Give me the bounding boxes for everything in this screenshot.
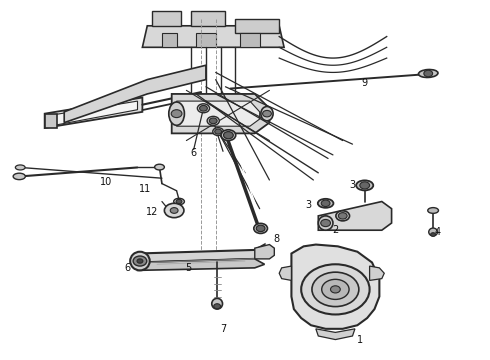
Circle shape (133, 256, 147, 266)
Text: 6: 6 (191, 148, 197, 158)
Polygon shape (49, 101, 138, 126)
Polygon shape (255, 244, 274, 259)
Circle shape (321, 200, 330, 207)
Ellipse shape (13, 173, 25, 180)
Circle shape (338, 213, 347, 219)
Polygon shape (176, 101, 260, 126)
Ellipse shape (213, 128, 223, 135)
Circle shape (322, 279, 349, 300)
Text: 1: 1 (357, 334, 363, 345)
Ellipse shape (15, 165, 25, 170)
Ellipse shape (261, 107, 273, 121)
Polygon shape (240, 33, 260, 47)
Circle shape (312, 272, 359, 307)
Polygon shape (143, 26, 284, 47)
Polygon shape (292, 244, 379, 329)
Ellipse shape (429, 228, 438, 236)
Text: 8: 8 (274, 234, 280, 244)
Ellipse shape (207, 116, 220, 125)
Polygon shape (172, 94, 270, 134)
Ellipse shape (428, 208, 439, 213)
Polygon shape (152, 12, 181, 26)
Circle shape (176, 199, 182, 204)
Circle shape (199, 105, 207, 111)
Circle shape (170, 208, 178, 213)
Circle shape (331, 286, 340, 293)
Ellipse shape (418, 69, 438, 77)
Polygon shape (45, 114, 57, 128)
Text: 7: 7 (220, 324, 226, 334)
Polygon shape (138, 244, 265, 262)
Polygon shape (316, 329, 355, 339)
Polygon shape (191, 12, 225, 26)
Ellipse shape (155, 164, 164, 170)
Ellipse shape (221, 130, 236, 140)
Ellipse shape (197, 104, 210, 113)
Circle shape (263, 111, 271, 117)
Ellipse shape (173, 198, 184, 205)
Polygon shape (45, 98, 143, 128)
Ellipse shape (169, 102, 184, 125)
Polygon shape (196, 33, 216, 47)
Text: 12: 12 (146, 207, 158, 217)
Circle shape (360, 182, 369, 189)
Circle shape (214, 304, 220, 309)
Text: 5: 5 (186, 263, 192, 273)
Polygon shape (318, 202, 392, 230)
Text: 3: 3 (305, 200, 312, 210)
Ellipse shape (212, 298, 222, 309)
Circle shape (171, 110, 182, 118)
Circle shape (137, 259, 143, 263)
Text: 9: 9 (362, 78, 368, 88)
Polygon shape (279, 266, 292, 280)
Ellipse shape (318, 199, 333, 208)
Polygon shape (369, 266, 384, 280)
Text: 4: 4 (435, 227, 441, 237)
Circle shape (256, 225, 265, 231)
Ellipse shape (318, 216, 333, 230)
Text: 11: 11 (139, 184, 151, 194)
Circle shape (431, 233, 436, 236)
Circle shape (424, 70, 433, 77)
Polygon shape (235, 19, 279, 33)
Circle shape (301, 264, 369, 315)
Circle shape (321, 220, 331, 226)
Circle shape (209, 118, 217, 124)
Text: 10: 10 (99, 177, 112, 187)
Ellipse shape (254, 224, 268, 233)
Polygon shape (162, 33, 176, 47)
Polygon shape (138, 259, 265, 270)
Polygon shape (64, 65, 206, 123)
Ellipse shape (356, 180, 373, 190)
Circle shape (215, 129, 221, 134)
Circle shape (223, 132, 233, 139)
Circle shape (164, 203, 184, 218)
Ellipse shape (130, 252, 150, 270)
Ellipse shape (336, 211, 349, 221)
Text: 2: 2 (332, 225, 339, 235)
Text: 6: 6 (124, 263, 131, 273)
Text: 3: 3 (349, 180, 356, 190)
